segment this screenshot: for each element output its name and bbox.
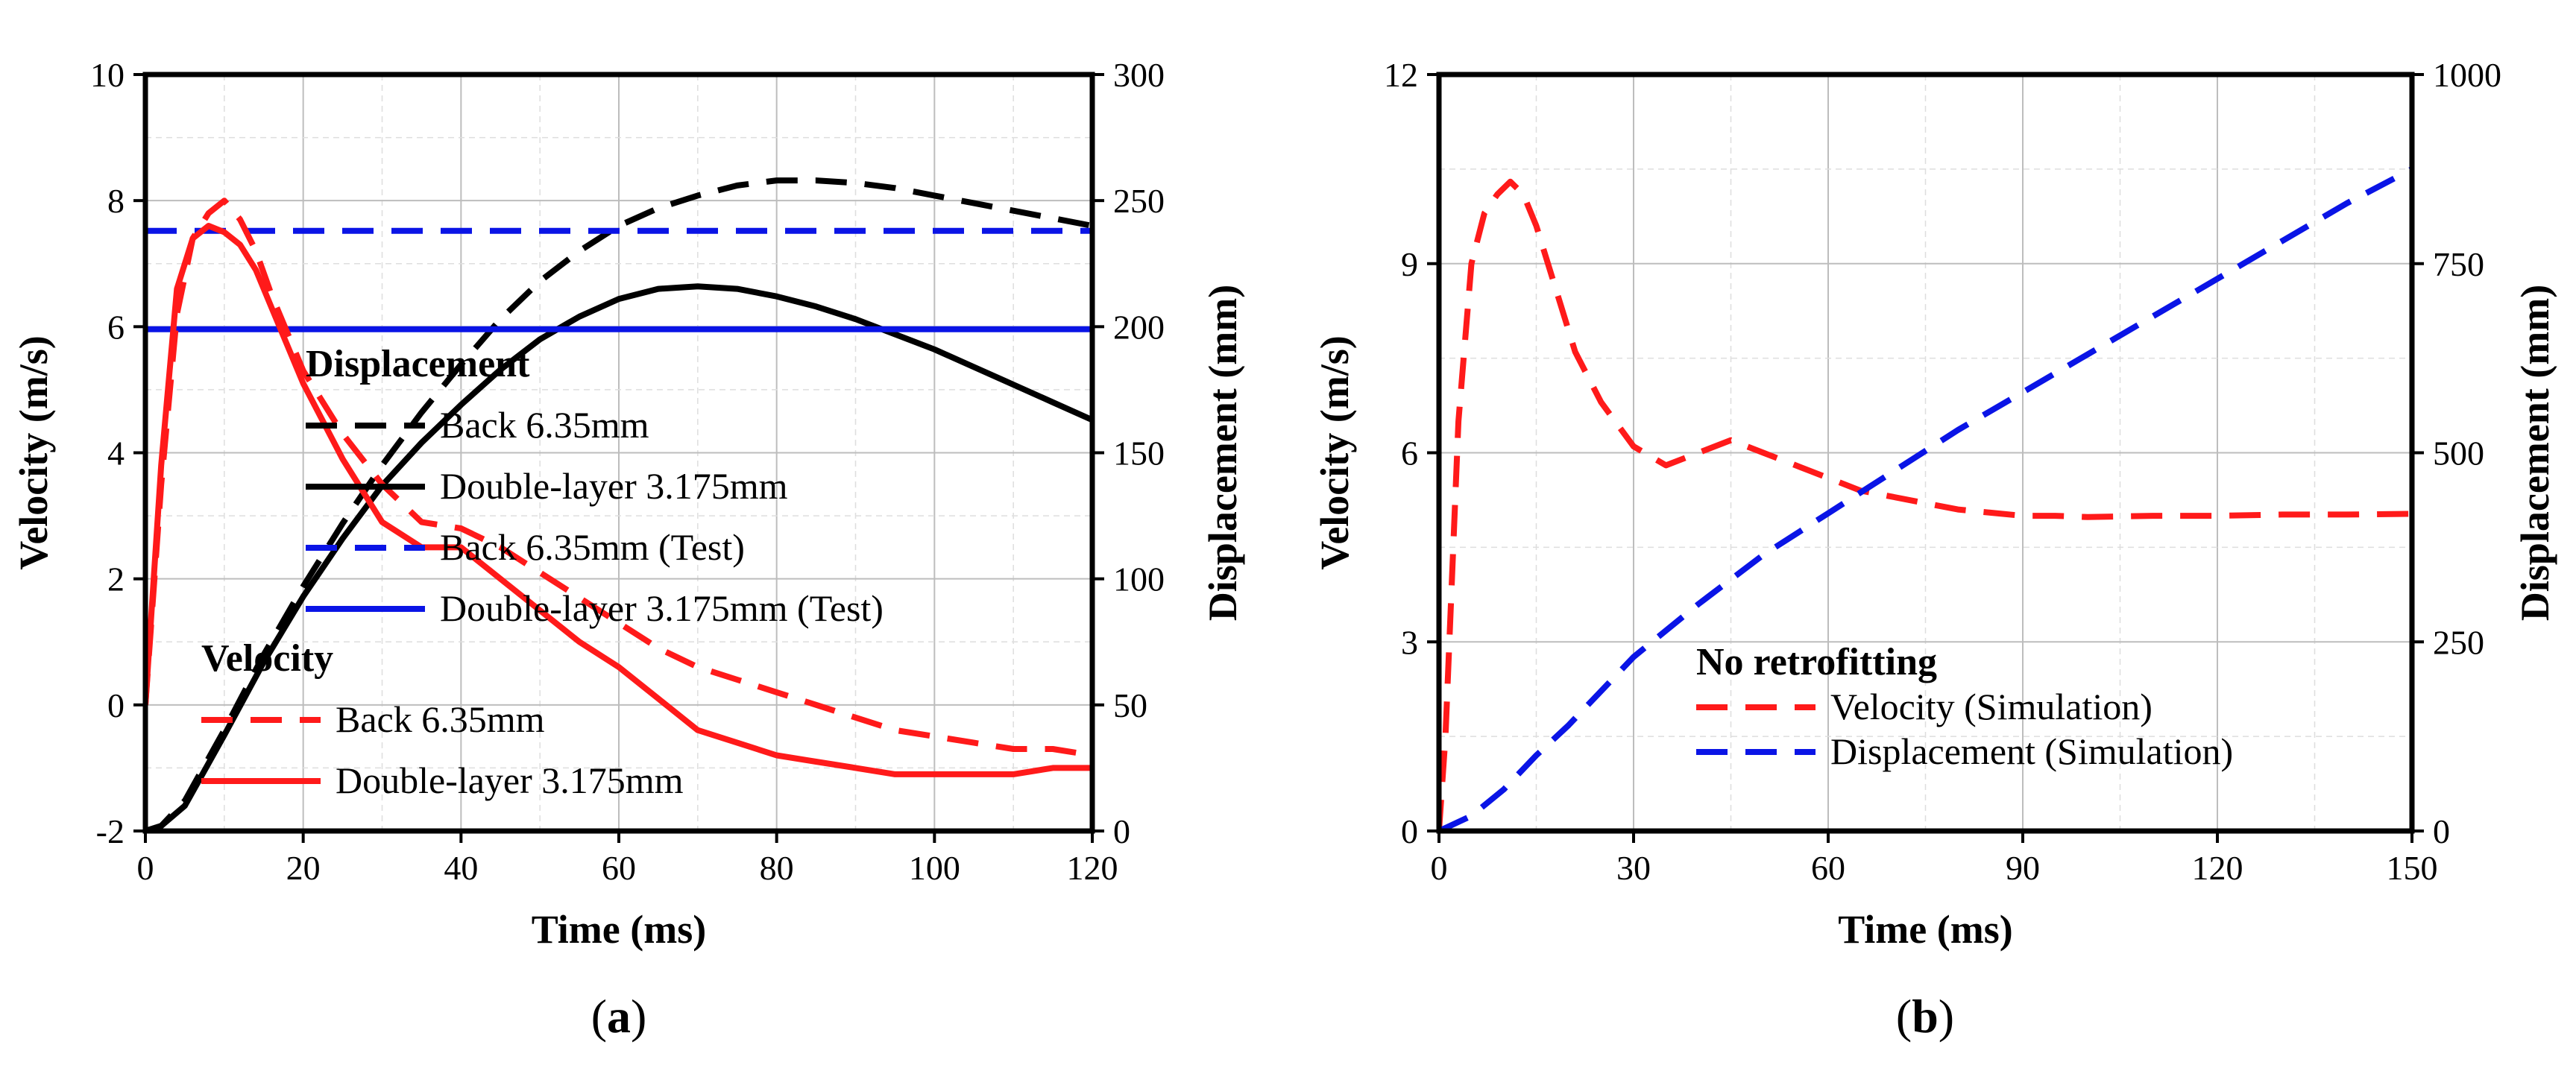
y2-tick-label: 0 [1113,812,1130,850]
y-axis-label: Velocity (m/s) [11,335,56,569]
panel-caption: (a) [591,990,647,1043]
x-axis-label: Time (ms) [1838,907,2012,952]
series-group [1439,166,2412,831]
y2-tick-label: 0 [2433,812,2450,850]
y-tick-label: 0 [1401,812,1418,850]
y-tick-label: 10 [90,56,125,94]
chart-panel-a: 0 20 40 60 80 100 120-202468100501001502002503… [11,56,1245,1043]
x-tick-label: 0 [1431,849,1448,887]
legend-label: Back 6.35mm [336,698,545,740]
series-line [145,197,1092,759]
series-line [145,223,1092,777]
series-line [145,177,1092,831]
panel-caption: (b) [1896,990,1954,1043]
x-tick-label: 30 [1616,849,1651,887]
y2-tick-label: 50 [1113,686,1147,724]
y2-tick-label: 250 [1113,182,1165,220]
y2-axis-label: Displacement (mm) [2513,285,2557,621]
series-line [145,283,1092,831]
y-axis-label: Velocity (m/s) [1312,335,1357,569]
x-tick-label: 120 [1067,849,1118,887]
legend-label: Displacement (Simulation) [1830,730,2233,772]
x-tick-label: 0 [137,849,154,887]
x-tick-label: 60 [1811,849,1845,887]
legend-title: Velocity [201,637,333,680]
y-tick-label: 9 [1401,245,1418,283]
series-line [1439,166,2412,831]
y-tick-label: 8 [107,182,125,220]
legend-label: Back 6.35mm (Test) [440,526,745,568]
y-tick-label: 6 [1401,434,1418,473]
panel-caption-letter: a [607,990,631,1043]
grid [145,74,1093,832]
legend-label: Double-layer 3.175mm [336,759,684,801]
y-tick-label: 4 [107,434,125,473]
legend-label: Double-layer 3.175mm [440,465,788,507]
y2-tick-label: 1000 [2433,56,2501,94]
y2-tick-label: 250 [2433,623,2484,661]
panel-caption-paren: ) [1939,990,1954,1043]
legend-label: Double-layer 3.175mm (Test) [440,587,884,629]
y-tick-label: 2 [107,560,125,598]
y2-tick-label: 300 [1113,56,1165,94]
y-tick-label: -2 [96,812,125,850]
x-tick-label: 60 [602,849,636,887]
x-axis-label: Time (ms) [532,907,706,952]
legend-group: Displacement Back 6.35mm Double-layer 3.17… [306,343,884,629]
y2-tick-label: 100 [1113,560,1165,598]
panel-caption-paren: ) [631,990,646,1043]
y2-tick-label: 750 [2433,245,2484,283]
y2-axis-label: Displacement (mm) [1200,285,1245,621]
x-tick-label: 120 [2192,849,2243,887]
y-tick-label: 6 [107,308,125,346]
x-tick-label: 20 [286,849,321,887]
panel-caption-letter: b [1912,990,1939,1043]
y2-tick-label: 500 [2433,434,2484,473]
x-tick-label: 40 [444,849,478,887]
x-tick-label: 90 [2006,849,2040,887]
series-line [1439,178,2412,831]
y-tick-label: 12 [1384,56,1418,94]
legend-label: Back 6.35mm [440,404,649,446]
y2-tick-label: 200 [1113,308,1165,346]
y-tick-label: 3 [1401,623,1418,661]
y2-tick-label: 150 [1113,434,1165,473]
x-tick-label: 80 [760,849,794,887]
x-tick-label: 150 [2387,849,2438,887]
legend-title: Displacement [306,343,530,385]
x-tick-label: 100 [909,849,960,887]
panel-caption-paren: ( [1896,990,1912,1043]
series-group [145,177,1092,831]
legend-title: No retrofitting [1696,641,1937,683]
legend-label: Velocity (Simulation) [1830,686,2153,727]
panel-caption-paren: ( [591,990,607,1043]
y-tick-label: 0 [107,686,125,724]
